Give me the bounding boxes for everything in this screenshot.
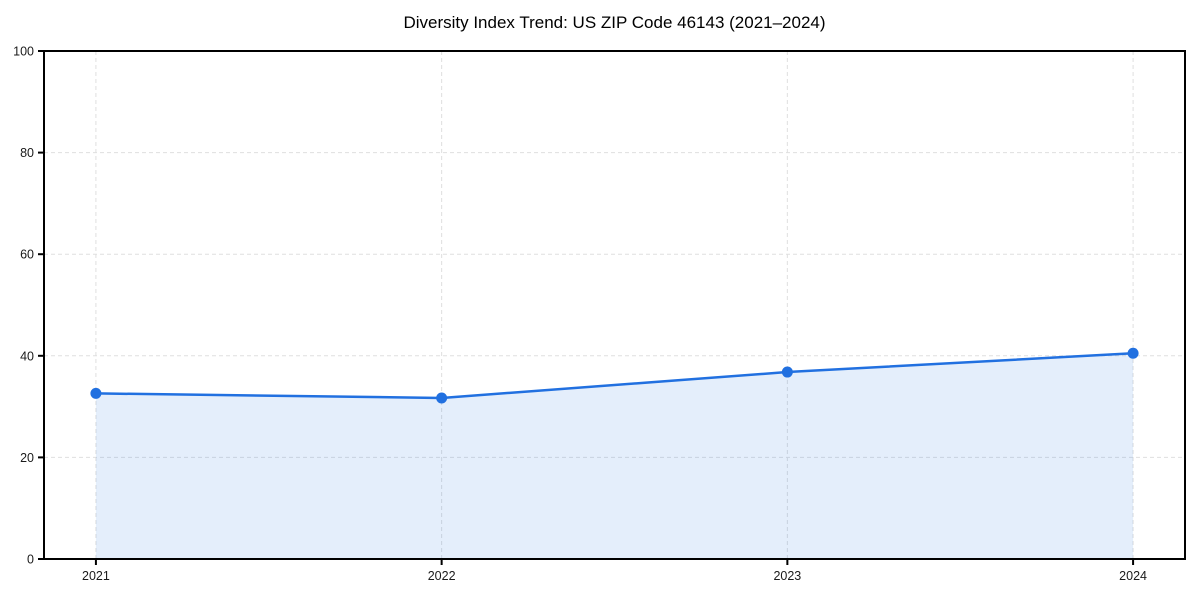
data-point-2021 bbox=[90, 387, 102, 399]
data-point-2023 bbox=[781, 366, 793, 378]
y-tick-label: 40 bbox=[20, 349, 34, 363]
chart-title: Diversity Index Trend: US ZIP Code 46143… bbox=[403, 13, 826, 32]
trend-line bbox=[94, 352, 1135, 400]
y-tick-label: 80 bbox=[20, 146, 34, 160]
plot-border bbox=[43, 50, 1186, 560]
x-tick-label: 2021 bbox=[82, 569, 110, 583]
y-tick-label: 20 bbox=[20, 451, 34, 465]
data-point-2022 bbox=[436, 392, 448, 404]
area-fill bbox=[95, 353, 1134, 559]
x-tick-label: 2024 bbox=[1119, 569, 1147, 583]
data-point-2024 bbox=[1127, 347, 1139, 359]
y-tick-label: 0 bbox=[27, 553, 34, 567]
y-tick-label: 100 bbox=[13, 45, 34, 59]
x-tick-label: 2023 bbox=[773, 569, 801, 583]
x-tick-label: 2022 bbox=[428, 569, 456, 583]
y-tick-label: 60 bbox=[20, 248, 34, 262]
